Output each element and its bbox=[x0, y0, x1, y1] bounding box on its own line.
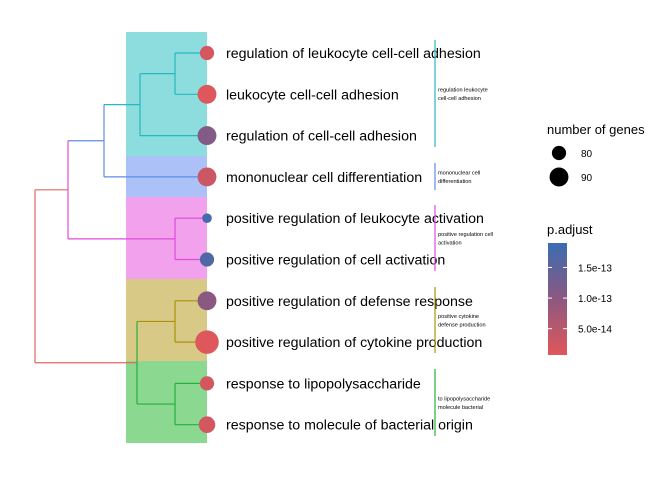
term-label: positive regulation of leukocyte activat… bbox=[226, 211, 484, 227]
term-label: response to lipopolysaccharide bbox=[226, 376, 421, 392]
cluster-labels: regulation leukocyte cell-cell adhesion mo… bbox=[434, 40, 493, 436]
size-legend-label: 90 bbox=[581, 173, 593, 184]
cluster-label: positive regulation cell activation bbox=[438, 232, 493, 247]
term-labels: regulation of leukocyte cell-cell adhesi… bbox=[226, 46, 484, 434]
size-legend-key bbox=[549, 167, 569, 187]
term-point bbox=[197, 291, 217, 311]
color-legend-bar bbox=[548, 243, 567, 355]
cluster-label: to lipopolysaccharide molecule bacterial bbox=[438, 396, 490, 411]
size-legend-label: 80 bbox=[581, 149, 593, 160]
term-point bbox=[197, 84, 217, 104]
term-point bbox=[202, 213, 212, 223]
size-legend-key bbox=[551, 145, 567, 161]
cluster-label: positive cytokine defense production bbox=[438, 314, 486, 329]
term-points bbox=[195, 45, 219, 433]
color-legend-title: p.adjust bbox=[547, 222, 593, 237]
term-label: regulation of cell-cell adhesion bbox=[226, 129, 417, 145]
cluster-label: regulation leukocyte cell-cell adhesion bbox=[438, 87, 488, 102]
color-legend-label: 1.0e-13 bbox=[578, 294, 612, 305]
color-legend: p.adjust 1.5e-13 1.0e-13 5.0e-14 bbox=[547, 222, 612, 355]
term-point bbox=[197, 167, 217, 187]
cluster-band bbox=[126, 197, 207, 279]
term-point bbox=[197, 126, 217, 146]
term-label: positive regulation of defense response bbox=[226, 294, 473, 310]
term-label: leukocyte cell-cell adhesion bbox=[226, 87, 399, 103]
size-legend: number of genes 80 90 bbox=[547, 122, 645, 187]
term-point bbox=[195, 330, 219, 354]
cluster-bands bbox=[126, 32, 207, 443]
term-label: response to molecule of bacterial origin bbox=[226, 418, 473, 434]
term-point bbox=[198, 416, 216, 433]
term-label: mononuclear cell differentiation bbox=[226, 170, 422, 186]
term-point bbox=[199, 376, 215, 391]
cluster-label: mononuclear cell differentiation bbox=[438, 170, 480, 185]
term-label: positive regulation of cell activation bbox=[226, 253, 445, 269]
color-legend-label: 1.5e-13 bbox=[578, 263, 612, 274]
term-label: regulation of leukocyte cell-cell adhesi… bbox=[226, 46, 481, 62]
color-legend-label: 5.0e-14 bbox=[578, 325, 612, 336]
term-label: positive regulation of cytokine producti… bbox=[226, 335, 482, 351]
term-point bbox=[199, 45, 215, 61]
cluster-band bbox=[126, 361, 207, 443]
cluster-band bbox=[126, 279, 207, 361]
size-legend-title: number of genes bbox=[547, 122, 645, 137]
term-point bbox=[199, 252, 215, 267]
